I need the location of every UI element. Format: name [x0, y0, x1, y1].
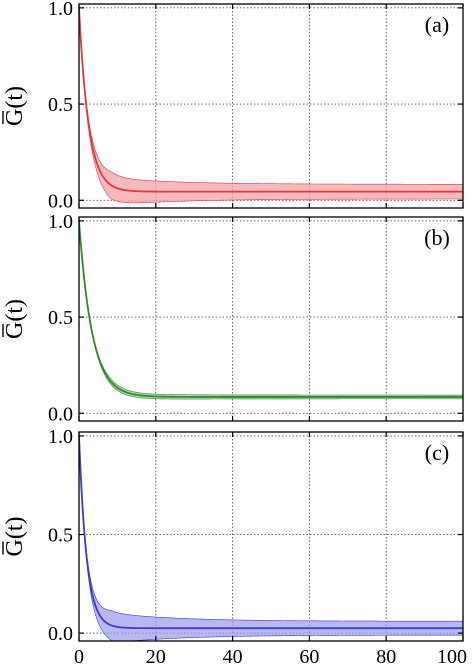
y-axis-label: G(t)	[2, 86, 28, 126]
uncertainty-band	[79, 435, 463, 641]
series-line	[79, 435, 463, 630]
y-tick-label: 0.0	[48, 190, 73, 212]
panel-label: (b)	[424, 225, 450, 250]
plot-frame	[78, 216, 464, 422]
y-tick-label: 0.0	[48, 403, 73, 425]
x-tick-label: 20	[146, 646, 166, 666]
x-tick-label: 100	[437, 646, 467, 666]
series-line	[79, 220, 463, 398]
x-tick-label: 40	[223, 646, 243, 666]
y-tick-label: 1.0	[48, 426, 73, 448]
x-tick-label: 80	[376, 646, 396, 666]
panel-label: (c)	[425, 440, 449, 465]
x-tick-label: 60	[299, 646, 319, 666]
y-tick-label: 1.0	[48, 0, 73, 20]
uncertainty-band	[79, 7, 463, 204]
y-axis-label: G(t)	[2, 517, 28, 557]
plot-frame	[78, 431, 464, 642]
panel-label: (a)	[425, 12, 449, 37]
y-axis-label: G(t)	[2, 299, 28, 339]
plot-frame	[78, 3, 464, 209]
y-tick-label: 0.5	[48, 307, 73, 329]
y-tick-label: 0.0	[48, 623, 73, 645]
x-tick-label: 0	[74, 646, 84, 666]
y-tick-label: 0.5	[48, 94, 73, 116]
panel-b: 0.0 0.5 1.0 G(t) (b)	[2, 211, 464, 425]
series-line	[79, 7, 463, 193]
panel-a: 0.0 0.5 1.0 G(t) (a)	[2, 0, 464, 212]
y-tick-label: 0.5	[48, 525, 73, 547]
y-tick-label: 1.0	[48, 211, 73, 233]
uncertainty-band	[79, 220, 463, 400]
